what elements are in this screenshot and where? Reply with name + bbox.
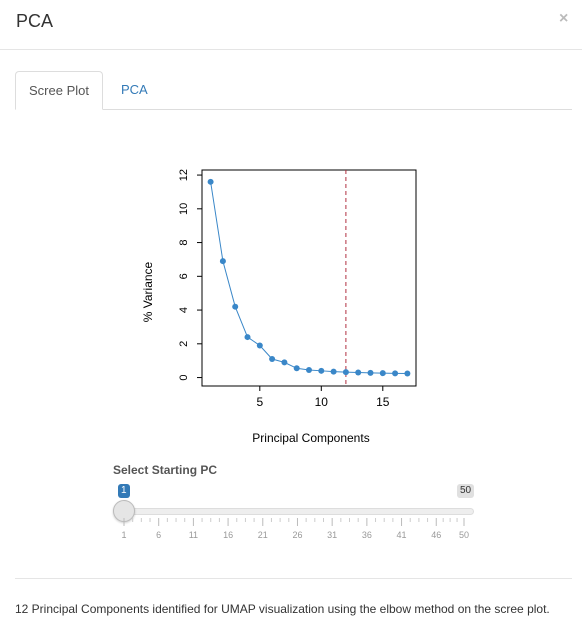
- data-point: [306, 366, 312, 373]
- data-point: [232, 303, 239, 310]
- slider-tick-label: 36: [362, 530, 372, 540]
- data-point: [269, 356, 276, 362]
- y-tick-label: 4: [178, 307, 190, 313]
- series-line: [210, 181, 408, 375]
- data-point: [392, 370, 399, 377]
- data-point: [207, 178, 214, 185]
- slider-max-badge: 50: [457, 484, 475, 498]
- x-tick-label: 5: [256, 395, 263, 409]
- tab-bar: Scree Plot PCA: [15, 71, 572, 110]
- data-point: [379, 370, 386, 377]
- y-tick-label: 8: [178, 240, 190, 246]
- data-point: [256, 342, 263, 349]
- slider-tick-label: 46: [431, 530, 441, 540]
- slider-tick-label: 50: [459, 530, 469, 540]
- y-tick-label: 10: [178, 203, 190, 215]
- y-axis-label: % Variance: [141, 261, 155, 322]
- data-point: [367, 369, 374, 376]
- data-point: [330, 368, 337, 375]
- x-tick-label: 10: [315, 395, 329, 409]
- data-point: [355, 369, 362, 376]
- data-point: [244, 334, 251, 341]
- y-tick-label: 0: [178, 375, 190, 381]
- slider-tick-label: 11: [189, 530, 198, 540]
- y-tick-label: 6: [178, 273, 190, 279]
- slider-tick-label: 16: [223, 530, 233, 540]
- y-tick-label: 12: [178, 169, 190, 181]
- x-axis-label: Principal Components: [252, 431, 369, 445]
- close-icon[interactable]: ×: [559, 10, 569, 27]
- x-tick-label: 15: [376, 395, 390, 409]
- footer-message: 12 Principal Components identified for U…: [15, 602, 550, 616]
- plot-frame: [201, 169, 417, 387]
- modal-header: PCA ×: [0, 0, 582, 50]
- data-point: [219, 258, 226, 265]
- tab-scree-plot[interactable]: Scree Plot: [15, 71, 103, 110]
- slider-tick-label: 41: [397, 530, 407, 540]
- data-point: [318, 367, 325, 374]
- scree-plot-chart: 0 2 4 6 8 10 12 5 10 15 Principal Components % Vari…: [141, 169, 417, 445]
- slider-tick-label: 1: [121, 530, 126, 540]
- data-point: [342, 369, 349, 376]
- slider-tick-label: 31: [327, 530, 337, 540]
- slider-track[interactable]: [124, 508, 474, 515]
- modal-title: PCA: [16, 11, 54, 31]
- tab-pca[interactable]: PCA: [121, 82, 148, 97]
- slider-handle[interactable]: [113, 500, 135, 522]
- slider-label: Select Starting PC: [113, 463, 218, 477]
- slider-tick-label: 21: [258, 530, 268, 540]
- y-tick-label: 2: [178, 341, 190, 347]
- data-point: [281, 359, 288, 366]
- slider-tick-label: 6: [156, 530, 161, 540]
- slider-tick-label: 26: [292, 530, 302, 540]
- slider-value-badge: 1: [118, 484, 130, 498]
- divider: [15, 578, 572, 579]
- data-point: [293, 365, 300, 372]
- data-point: [404, 370, 411, 377]
